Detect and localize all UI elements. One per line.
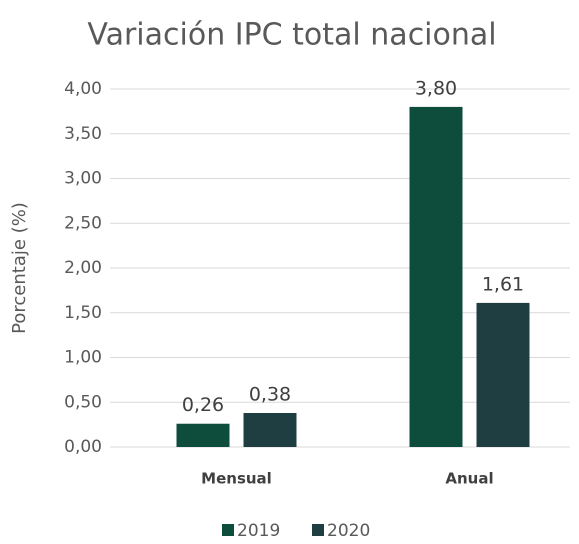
y-tick-label: 3,00 xyxy=(64,169,102,189)
data-label: 1,61 xyxy=(482,273,524,295)
bar xyxy=(476,302,530,447)
data-label: 0,26 xyxy=(182,394,224,416)
y-tick-label: 1,00 xyxy=(64,348,102,368)
y-tick-label: 1,50 xyxy=(64,303,102,323)
legend-swatch xyxy=(312,524,324,536)
bar xyxy=(176,423,230,447)
data-label: 3,80 xyxy=(415,77,457,99)
x-tick-label: Anual xyxy=(445,470,493,488)
y-tick-label: 0,50 xyxy=(64,392,102,412)
chart-title: Variación IPC total nacional xyxy=(87,18,496,53)
legend-swatch xyxy=(222,524,234,536)
y-tick-label: 2,00 xyxy=(64,258,102,278)
x-tick-label: Mensual xyxy=(201,470,272,488)
y-tick-label: 4,00 xyxy=(64,79,102,99)
y-tick-label: 0,00 xyxy=(64,437,102,457)
legend-label: 2020 xyxy=(327,521,370,541)
y-tick-label: 2,50 xyxy=(64,213,102,233)
data-label: 0,38 xyxy=(249,383,291,405)
bar xyxy=(243,412,297,447)
y-axis-label: Porcentaje (%) xyxy=(9,202,30,334)
legend-label: 2019 xyxy=(237,521,280,541)
y-tick-label: 3,50 xyxy=(64,124,102,144)
bar xyxy=(409,106,463,448)
